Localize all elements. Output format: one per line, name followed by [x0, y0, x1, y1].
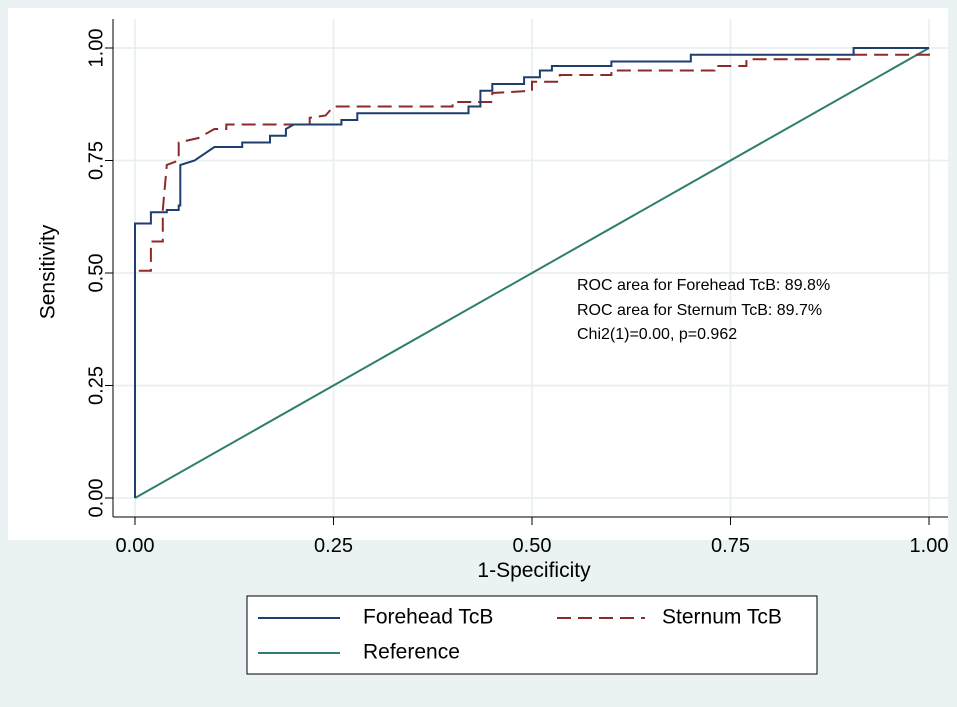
x-tick-label: 0.25: [314, 535, 353, 557]
legend-label-sternum-tcb: Sternum TcB: [662, 606, 782, 629]
series-line-sternum-tcb: [134, 48, 930, 498]
roc-annotation: Chi2(1)=0.00, p=0.962: [577, 326, 737, 343]
x-tick-label: 1.00: [910, 535, 949, 557]
roc-annotation: ROC area for Sternum TcB: 89.7%: [577, 302, 822, 319]
y-tick-label: 0.50: [85, 254, 107, 293]
series-line-forehead-tcb: [134, 47, 929, 498]
y-tick-label: 0.00: [85, 479, 107, 518]
chart-panel: [8, 8, 948, 540]
roc-annotation: ROC area for Forehead TcB: 89.8%: [577, 277, 830, 294]
legend-box: [246, 595, 818, 675]
x-axis-title: 1-Specificity: [477, 559, 591, 582]
x-tick-label: 0.50: [513, 535, 552, 557]
series-line-reference: [134, 47, 930, 499]
x-tick-label: 0.00: [116, 535, 155, 557]
legend-label-reference: Reference: [363, 641, 460, 664]
y-tick-label: 0.25: [85, 366, 107, 405]
y-axis-title: Sensitivity: [37, 224, 60, 319]
legend-label-forehead-tcb: Forehead TcB: [363, 606, 493, 629]
y-tick-label: 0.75: [85, 141, 107, 180]
y-tick-label: 1.00: [85, 29, 107, 68]
x-tick-label: 0.75: [711, 535, 750, 557]
